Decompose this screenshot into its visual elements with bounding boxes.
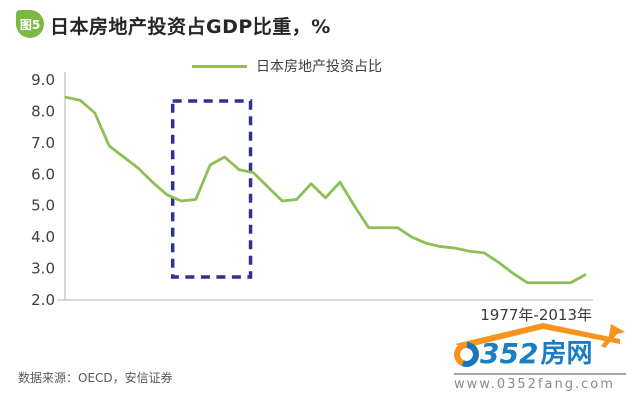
chart-title: 日本房地产投资占GDP比重，% bbox=[50, 16, 331, 38]
y-tick-label: 8.0 bbox=[31, 102, 55, 120]
y-tick-label: 4.0 bbox=[31, 228, 55, 246]
logo-zero-ring-icon: 0 bbox=[454, 341, 479, 367]
logo-cn-text: 房网 bbox=[540, 339, 593, 369]
y-tick-label: 9.0 bbox=[31, 71, 55, 89]
y-tick-label: 5.0 bbox=[31, 197, 55, 215]
legend: 日本房地产投资占比 bbox=[192, 56, 382, 76]
logo-number: 352 bbox=[480, 337, 539, 370]
logo-url: www.0352fang.com bbox=[454, 373, 626, 392]
data-source-note: 数据来源：OECD，安信证券 bbox=[18, 371, 173, 385]
x-axis-range-label: 1977年-2013年 bbox=[480, 306, 592, 324]
y-tick-label: 6.0 bbox=[31, 165, 55, 183]
highlight-box bbox=[170, 99, 253, 279]
y-tick-label: 2.0 bbox=[31, 291, 55, 309]
figure-badge: 图5 bbox=[16, 10, 44, 38]
y-tick-label: 3.0 bbox=[31, 260, 55, 278]
legend-line-swatch bbox=[192, 64, 247, 68]
logo-text: 0352房网 bbox=[454, 340, 592, 368]
y-tick-label: 7.0 bbox=[31, 134, 55, 152]
legend-label: 日本房地产投资占比 bbox=[256, 59, 382, 75]
chart-line bbox=[64, 95, 587, 285]
